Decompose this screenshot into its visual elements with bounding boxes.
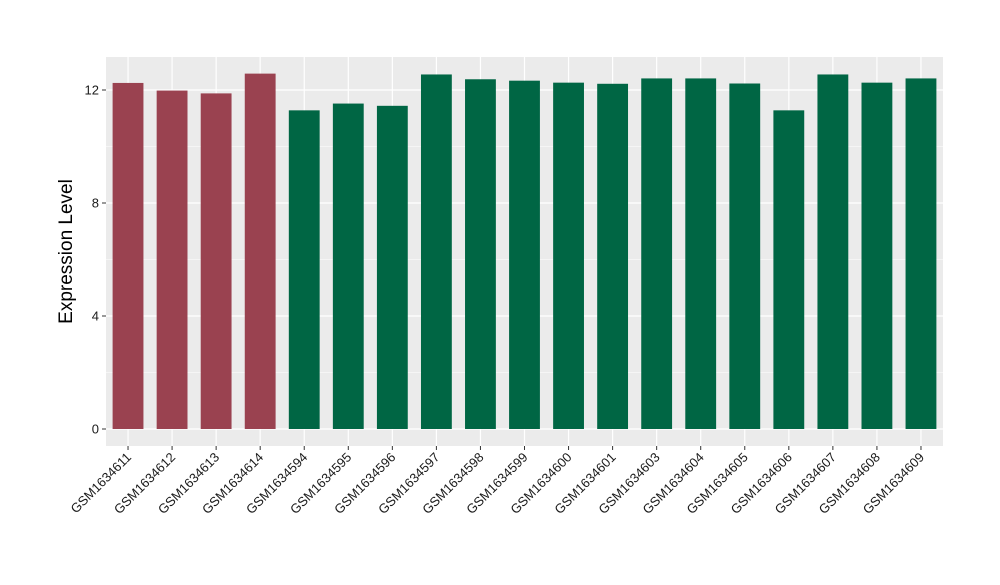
- bar-GSM1634600: [553, 82, 584, 429]
- bar-GSM1634604: [685, 78, 717, 429]
- bar-GSM1634601: [597, 83, 629, 429]
- bar-GSM1634598: [465, 79, 496, 429]
- bar-GSM1634597: [420, 74, 452, 430]
- x-axis: GSM1634611GSM1634612GSM1634613GSM1634614…: [67, 446, 927, 517]
- y-tick-label: 0: [92, 422, 99, 437]
- bar-GSM1634614: [244, 73, 276, 430]
- bar-GSM1634594: [288, 110, 320, 429]
- bar-GSM1634599: [509, 80, 540, 430]
- bar-GSM1634603: [641, 78, 673, 429]
- y-tick-label: 12: [85, 83, 99, 98]
- bars: [112, 73, 937, 430]
- bar-GSM1634611: [112, 82, 144, 429]
- y-axis-title: Expression Level: [56, 179, 77, 324]
- bar-GSM1634596: [376, 105, 408, 429]
- bar-GSM1634606: [773, 110, 805, 429]
- bar-GSM1634612: [156, 90, 188, 429]
- bar-GSM1634595: [332, 103, 364, 429]
- y-axis: 0 4 8 12: [85, 83, 106, 437]
- bar-GSM1634613: [200, 93, 232, 429]
- bar-GSM1634605: [729, 83, 761, 429]
- bar-GSM1634609: [905, 78, 937, 429]
- y-tick-label: 8: [92, 196, 99, 211]
- bar-GSM1634607: [817, 74, 849, 430]
- y-tick-label: 4: [92, 309, 99, 324]
- bar-GSM1634608: [861, 82, 893, 429]
